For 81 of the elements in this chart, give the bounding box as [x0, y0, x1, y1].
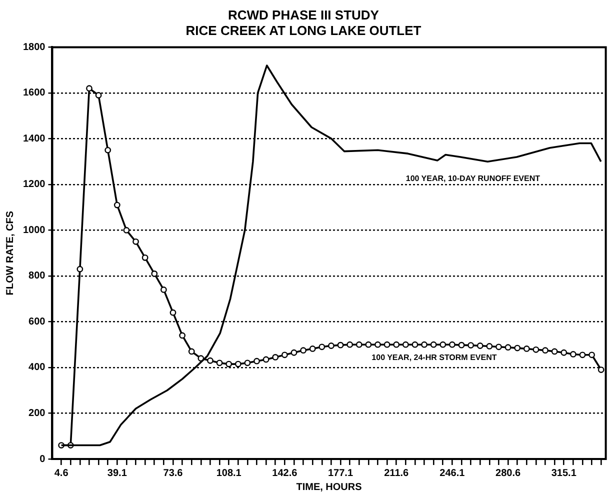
- point: [142, 254, 148, 261]
- point: [104, 146, 112, 154]
- point: [365, 341, 372, 348]
- point: [160, 286, 167, 293]
- y-axis-title: FLOW RATE, CFS: [4, 210, 16, 296]
- point: [421, 341, 428, 348]
- point: [486, 343, 493, 350]
- y-tick-label: 0: [40, 454, 46, 465]
- chart-title: RCWD PHASE III STUDY RICE CREEK AT LONG LAKE OUTLET: [186, 7, 422, 38]
- y-tick-label: 600: [28, 316, 46, 328]
- point: [448, 341, 456, 348]
- y-tick-label: 800: [28, 270, 46, 282]
- point: [86, 85, 92, 92]
- point: [262, 356, 270, 363]
- point: [132, 238, 139, 245]
- point: [570, 351, 576, 358]
- x-tick-label: 280.6: [496, 468, 521, 479]
- y-tick-label: 1400: [22, 133, 46, 144]
- point: [216, 360, 223, 366]
- point: [440, 341, 446, 348]
- point: [179, 332, 186, 339]
- point: [542, 347, 548, 354]
- point: [328, 342, 334, 349]
- x-tick-label: 246.1: [440, 468, 466, 479]
- point: [514, 344, 521, 352]
- x-axis-title: TIME, HOURS: [296, 482, 362, 493]
- point: [579, 352, 586, 358]
- point: [393, 341, 400, 348]
- point: [244, 360, 251, 366]
- x-tick-label: 315.1: [551, 468, 577, 479]
- point: [188, 348, 195, 355]
- point: [402, 341, 409, 348]
- point: [430, 341, 437, 348]
- x-tick-label: 73.6: [163, 468, 184, 479]
- point: [207, 357, 214, 364]
- text: 100 YEAR, 10-DAY RUNOFF EVENT: [406, 174, 540, 184]
- y-tick-label: 1800: [22, 42, 46, 53]
- point: [114, 202, 120, 208]
- y-tick-label: 200: [28, 408, 46, 419]
- point: [412, 341, 418, 348]
- point: [254, 358, 260, 364]
- point: [170, 309, 176, 316]
- point: [300, 347, 306, 354]
- point: [476, 342, 484, 349]
- point: [532, 346, 540, 353]
- point: [272, 354, 279, 360]
- point: [523, 346, 530, 352]
- point: [588, 352, 595, 358]
- y-tick-label: 400: [28, 362, 46, 374]
- point: [496, 344, 502, 350]
- point: [384, 341, 390, 348]
- point: [468, 342, 474, 348]
- point: [281, 352, 288, 358]
- x-tick-label: 211.6: [384, 468, 410, 479]
- point: [123, 227, 130, 234]
- point: [290, 349, 298, 356]
- point: [95, 92, 102, 98]
- point: [76, 266, 84, 272]
- point: [560, 349, 568, 356]
- point: [226, 360, 232, 368]
- point: [151, 270, 158, 277]
- x-tick-label: 177.1: [328, 468, 354, 479]
- x-tick-label: 108.1: [216, 468, 242, 479]
- point: [504, 344, 512, 351]
- point: [318, 344, 326, 350]
- series-label: 100 YEAR, 24-HR STORM EVENT: [372, 352, 497, 362]
- point: [458, 342, 465, 348]
- y-tick-label: 1000: [22, 224, 46, 236]
- y-tick-label: 1200: [22, 179, 46, 190]
- x-tick-label: 4.6: [54, 468, 69, 479]
- point: [551, 348, 558, 355]
- point: [598, 366, 604, 373]
- point: [356, 341, 362, 348]
- point: [337, 342, 344, 348]
- point: [346, 341, 354, 348]
- y-tick-label: 1600: [22, 88, 46, 99]
- point: [309, 346, 316, 352]
- point: [374, 341, 381, 348]
- x-tick-label: 39.1: [107, 468, 128, 479]
- point: [234, 360, 242, 368]
- x-tick-label: 142.6: [272, 468, 298, 479]
